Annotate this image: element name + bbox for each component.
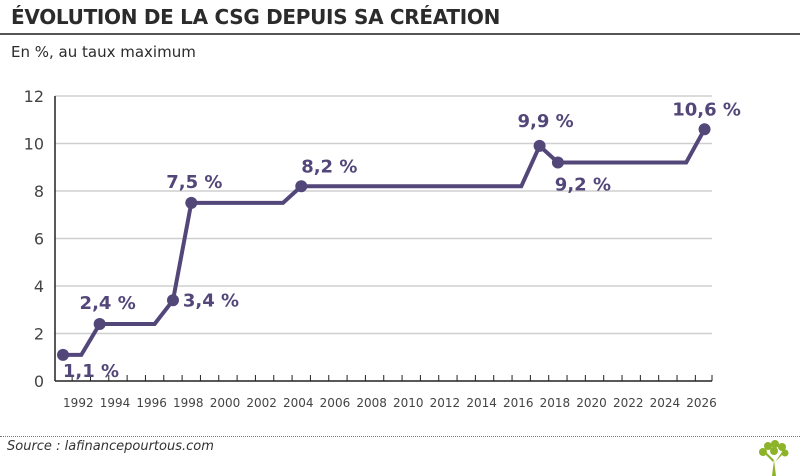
x-tick-label: 2002 bbox=[246, 396, 277, 410]
x-tick-label: 2012 bbox=[430, 396, 461, 410]
data-point bbox=[533, 139, 546, 152]
data-point bbox=[698, 123, 711, 136]
data-label: 10,6 % bbox=[672, 99, 741, 120]
data-label: 7,5 % bbox=[166, 172, 222, 193]
x-tick-label: 2008 bbox=[356, 396, 387, 410]
x-tick-label: 2010 bbox=[393, 396, 424, 410]
chart-subtitle: En %, au taux maximum bbox=[11, 43, 196, 61]
data-point bbox=[551, 156, 564, 169]
data-point bbox=[93, 318, 106, 330]
x-tick-label: 2018 bbox=[540, 396, 571, 410]
x-tick-label: 1996 bbox=[136, 396, 167, 410]
y-tick-label: 12 bbox=[24, 87, 44, 106]
x-tick-label: 2004 bbox=[283, 396, 314, 410]
footer-divider bbox=[0, 436, 800, 437]
x-tick-label: 1992 bbox=[63, 396, 94, 410]
y-tick-label: 8 bbox=[34, 182, 44, 201]
x-tick-label: 2024 bbox=[650, 396, 681, 410]
line-chart: 0 2 4 6 8 10 12 1992 1994 1996 1998 2000 2002 2004 200… bbox=[24, 87, 741, 410]
y-tick-label: 6 bbox=[34, 230, 44, 249]
x-tick-label: 2016 bbox=[503, 396, 534, 410]
x-tick-label: 2026 bbox=[686, 396, 717, 410]
data-point bbox=[185, 196, 198, 209]
data-label: 2,4 % bbox=[80, 293, 136, 314]
title-divider bbox=[0, 33, 800, 35]
data-label: 9,2 % bbox=[555, 175, 611, 196]
csg-rate-line bbox=[63, 128, 707, 357]
data-point bbox=[57, 348, 69, 361]
x-tick-label: 2000 bbox=[210, 396, 241, 410]
x-tick-label: 2022 bbox=[613, 396, 644, 410]
tree-logo-icon bbox=[759, 440, 789, 476]
y-tick-label: 0 bbox=[34, 372, 44, 391]
x-tick-label: 1998 bbox=[173, 396, 204, 410]
y-tick-label: 2 bbox=[34, 325, 44, 344]
data-point bbox=[166, 294, 179, 307]
data-label: 8,2 % bbox=[301, 156, 357, 177]
x-tick-label: 2014 bbox=[466, 396, 497, 410]
x-tick-label: 2006 bbox=[320, 396, 351, 410]
data-label: 9,9 % bbox=[517, 111, 573, 132]
data-label: 1,1 % bbox=[63, 361, 119, 382]
x-tick-label: 2020 bbox=[576, 396, 607, 410]
data-point bbox=[295, 180, 308, 193]
data-label: 3,4 % bbox=[183, 290, 239, 311]
chart-title: ÉVOLUTION DE LA CSG DEPUIS SA CRÉATION bbox=[11, 5, 501, 29]
y-tick-label: 10 bbox=[24, 135, 44, 154]
y-tick-label: 4 bbox=[34, 277, 44, 296]
x-tick-label: 1994 bbox=[100, 396, 131, 410]
source-note: Source : lafinancepourtous.com bbox=[7, 439, 214, 454]
